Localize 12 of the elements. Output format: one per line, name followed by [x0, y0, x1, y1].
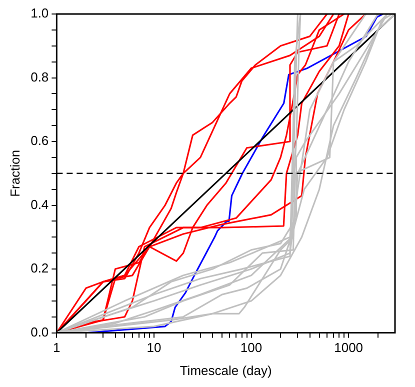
y-tick-label: 0.0: [30, 324, 49, 340]
x-tick-label: 1000: [334, 340, 364, 356]
x-tick-label: 1: [53, 340, 60, 356]
y-axis-title: Fraction: [7, 150, 22, 197]
y-tick-label: 0.6: [30, 133, 49, 148]
x-tick-label: 10: [146, 340, 162, 356]
x-axis-title: Timescale (day): [180, 362, 272, 378]
x-tick-label: 100: [240, 340, 262, 356]
y-tick-label: 1.0: [30, 6, 49, 21]
y-tick-label: 0.4: [30, 196, 49, 212]
y-tick-label: 0.8: [30, 69, 49, 84]
y-tick-label: 0.2: [30, 260, 49, 276]
